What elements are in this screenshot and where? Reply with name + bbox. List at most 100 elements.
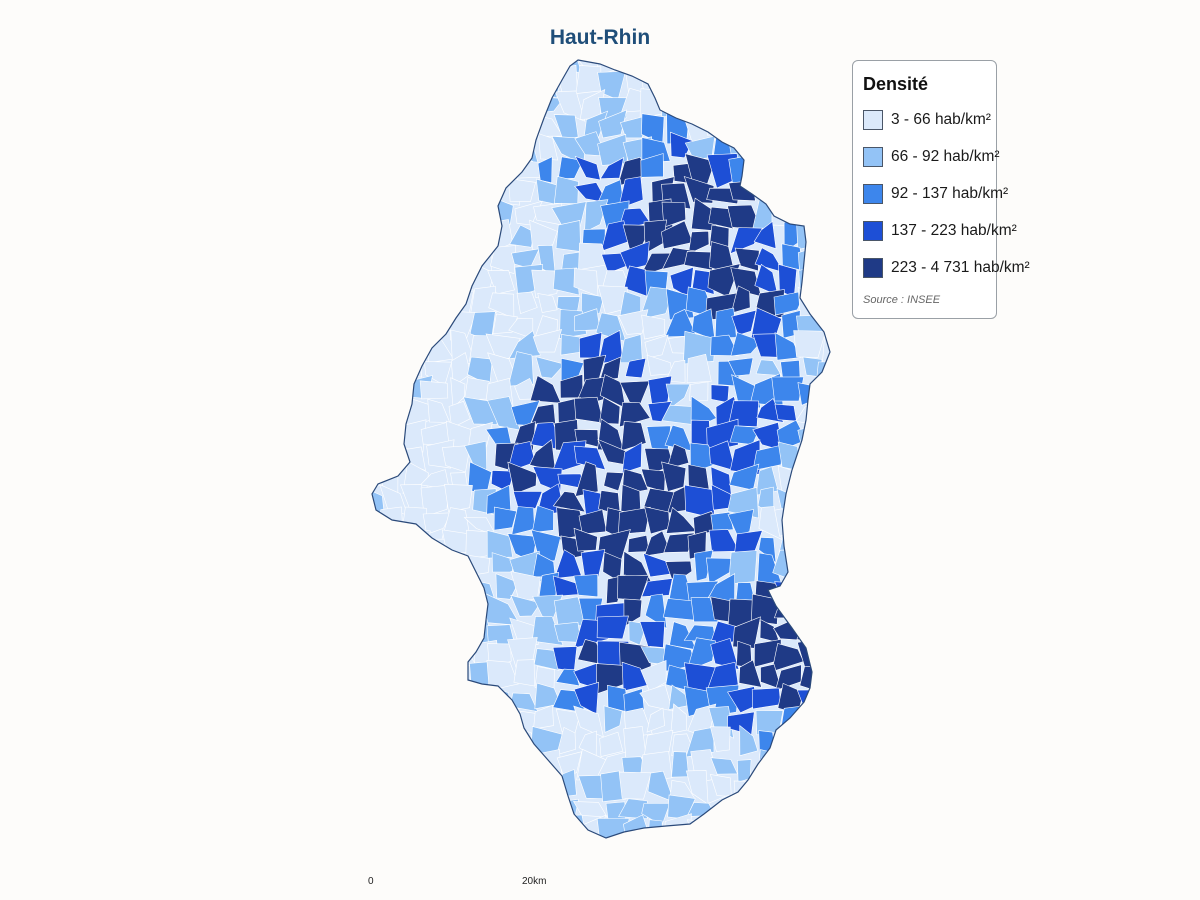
- commune-area: [621, 441, 643, 474]
- commune-area: [753, 220, 777, 250]
- commune-area: [820, 819, 830, 838]
- commune-area: [372, 245, 386, 273]
- commune-area: [470, 711, 494, 734]
- legend-swatch: [863, 109, 883, 130]
- commune-area: [445, 160, 474, 186]
- legend-label: 92 - 137 hab/km²: [891, 184, 1009, 202]
- commune-area: [372, 360, 389, 380]
- commune-area: [671, 751, 690, 778]
- commune-area: [802, 93, 825, 112]
- commune-area: [730, 65, 760, 99]
- commune-area: [378, 242, 408, 273]
- commune-area: [599, 157, 625, 180]
- commune-area: [517, 749, 541, 783]
- commune-area: [728, 180, 756, 202]
- commune-area: [729, 227, 763, 255]
- commune-area: [372, 734, 384, 755]
- commune-area: [401, 74, 431, 101]
- commune-area: [444, 732, 467, 761]
- commune-area: [448, 577, 465, 606]
- commune-area: [798, 470, 827, 490]
- commune-area: [378, 266, 408, 298]
- commune-area: [472, 796, 498, 818]
- commune-area: [400, 337, 429, 355]
- commune-area: [425, 641, 453, 673]
- commune-area: [464, 161, 499, 189]
- commune-area: [758, 820, 781, 838]
- commune-area: [419, 380, 449, 400]
- commune-area: [508, 178, 536, 203]
- commune-area: [376, 642, 406, 671]
- commune-area: [397, 817, 422, 838]
- commune-area: [535, 776, 566, 798]
- legend-title: Densité: [863, 74, 929, 94]
- commune-area: [401, 506, 428, 536]
- commune-area: [405, 153, 426, 186]
- commune-area: [383, 91, 408, 117]
- commune-area: [710, 511, 734, 532]
- commune-area: [622, 841, 652, 868]
- commune-area: [603, 705, 623, 733]
- commune-area: [797, 156, 829, 189]
- commune-area: [670, 131, 694, 159]
- commune-area: [797, 512, 818, 538]
- commune-area: [449, 87, 474, 123]
- commune-area: [466, 554, 491, 577]
- commune-area: [817, 538, 830, 562]
- commune-area: [422, 620, 450, 647]
- commune-area: [510, 594, 541, 617]
- commune-area: [751, 94, 785, 123]
- commune-area: [728, 113, 763, 138]
- commune-area: [710, 334, 740, 357]
- commune-area: [772, 87, 806, 120]
- commune-area: [727, 60, 763, 79]
- commune-area: [755, 110, 780, 140]
- commune-area: [755, 836, 785, 838]
- commune-area: [398, 286, 433, 319]
- commune-area: [706, 68, 729, 92]
- commune-area: [710, 384, 730, 403]
- commune-area: [821, 179, 830, 207]
- commune-area: [372, 141, 383, 166]
- commune-area: [710, 638, 740, 671]
- commune-area: [596, 615, 629, 640]
- commune-area: [425, 839, 446, 866]
- commune-area: [425, 815, 452, 838]
- legend-item: 3 - 66 hab/km²: [863, 101, 991, 138]
- commune-area: [599, 731, 624, 757]
- commune-area: [372, 420, 384, 452]
- commune-area: [420, 179, 447, 208]
- commune-area: [380, 329, 410, 364]
- commune-area: [384, 750, 409, 781]
- commune-area: [398, 552, 423, 573]
- commune-area: [797, 382, 825, 406]
- commune-area: [464, 179, 496, 199]
- commune-area: [508, 772, 542, 804]
- commune-area: [533, 648, 560, 671]
- commune-area: [705, 87, 736, 121]
- commune-area: [820, 465, 830, 493]
- commune-area: [422, 572, 454, 606]
- commune-area: [670, 703, 688, 734]
- legend-swatch: [863, 257, 883, 278]
- commune-area: [372, 792, 378, 821]
- commune-area: [423, 726, 455, 756]
- commune-area: [797, 109, 827, 142]
- commune-area: [538, 133, 559, 161]
- commune-area: [442, 268, 472, 299]
- commune-area: [581, 292, 605, 317]
- commune-area: [661, 60, 686, 74]
- commune-area: [491, 825, 516, 838]
- commune-area: [575, 65, 602, 94]
- commune-area: [466, 110, 496, 143]
- commune-area: [817, 737, 830, 759]
- commune-area: [372, 711, 386, 736]
- commune-area: [793, 447, 826, 471]
- commune-area: [377, 111, 411, 140]
- commune-area: [797, 529, 826, 561]
- commune-area: [551, 814, 587, 837]
- commune-area: [774, 403, 797, 422]
- commune-area: [797, 550, 819, 583]
- legend-item: 223 - 4 731 hab/km²: [863, 249, 1030, 286]
- commune-area: [464, 728, 492, 756]
